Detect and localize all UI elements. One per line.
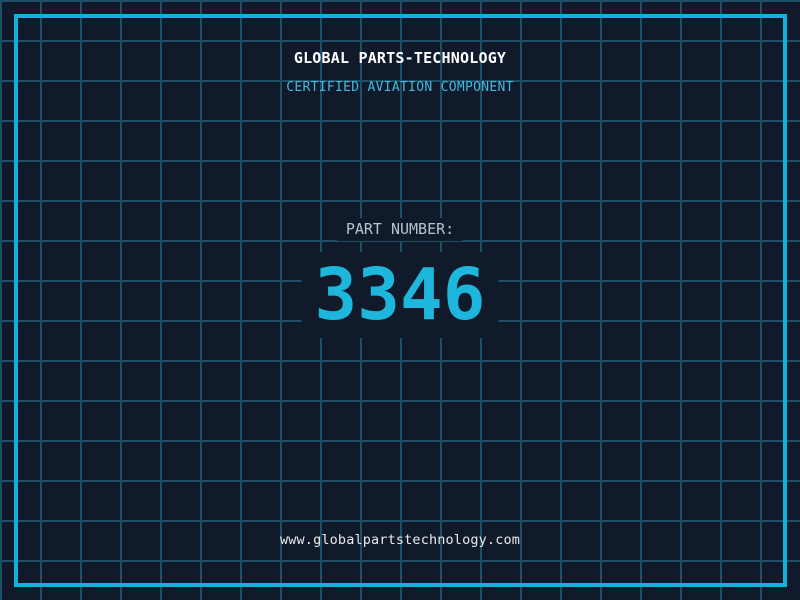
website-url: www.globalpartstechnology.com [279,532,521,548]
frame-border [14,14,787,587]
part-number-label: PART NUMBER: [336,218,464,241]
certification-subtitle: CERTIFIED AVIATION COMPONENT [286,80,514,95]
part-number-value: 3346 [301,252,499,338]
company-title: GLOBAL PARTS-TECHNOLOGY [293,49,507,67]
